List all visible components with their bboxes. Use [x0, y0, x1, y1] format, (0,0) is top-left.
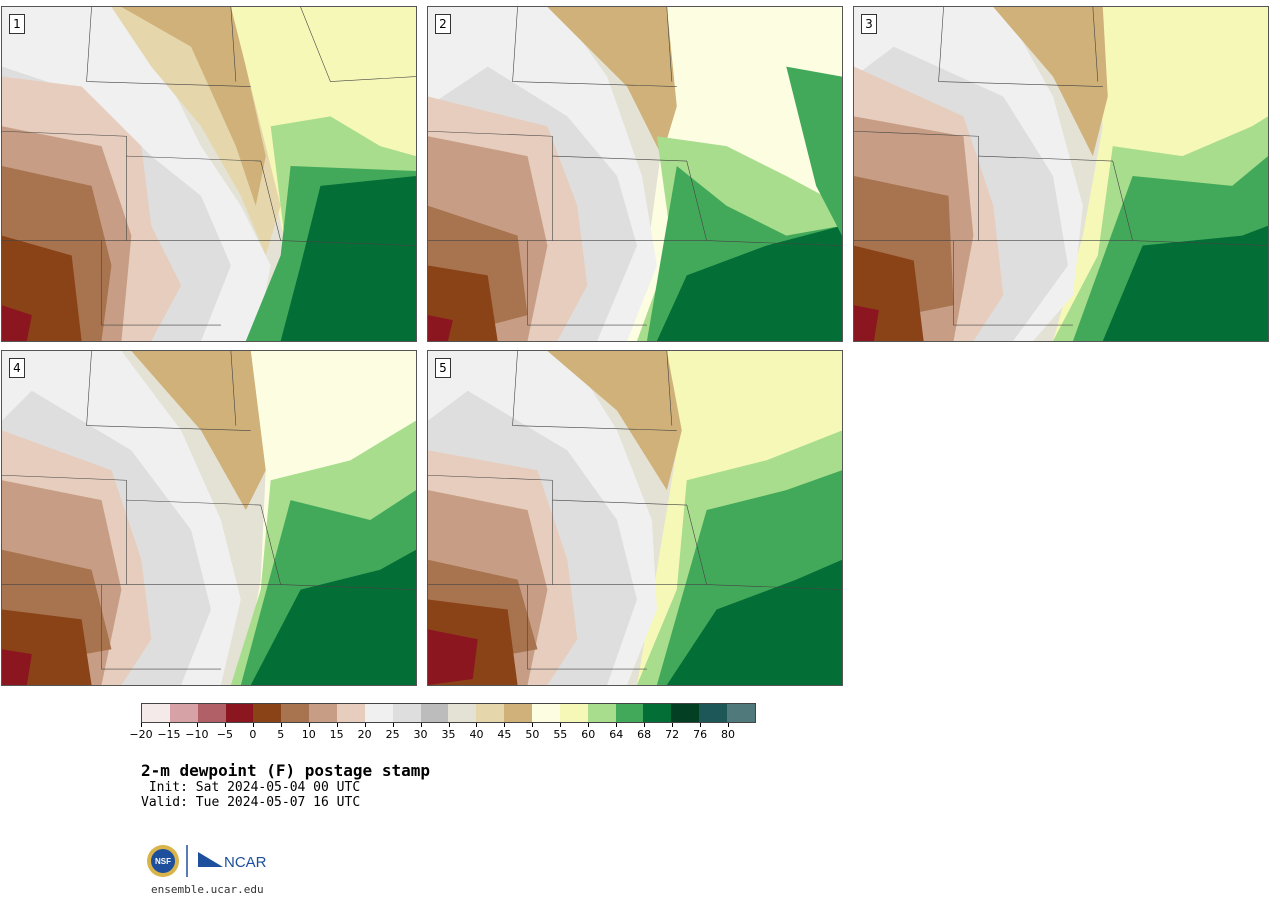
colorbar-tick-label: −20: [129, 728, 153, 741]
colorbar-tick: [420, 723, 422, 727]
colorbar-tick: [168, 723, 170, 727]
colorbar-swatch: [392, 704, 421, 722]
panel-number-label: 5: [435, 358, 451, 378]
colorbar-swatch: [253, 704, 282, 722]
ncar-mark-icon: [198, 852, 223, 867]
colorbar-tick-label: 50: [525, 728, 540, 741]
colorbar-tick-label: 35: [441, 728, 456, 741]
nsf-ncar-logo: NSF NCAR: [147, 845, 267, 877]
colorbar-swatch: [476, 704, 505, 722]
colorbar-tick-label: 45: [497, 728, 512, 741]
colorbar-tick: [728, 723, 730, 727]
dewpoint-colorbar: [141, 703, 756, 723]
colorbar-tick-label: 76: [693, 728, 708, 741]
colorbar-swatch: [225, 704, 254, 722]
colorbar-tick-label: 72: [665, 728, 680, 741]
colorbar-tick: [700, 723, 702, 727]
chart-title: 2-m dewpoint (F) postage stamp: [141, 761, 430, 780]
colorbar-tick: [308, 723, 310, 727]
colorbar-tick: [280, 723, 282, 727]
panel-number-label: 2: [435, 14, 451, 34]
colorbar-tick-label: 80: [721, 728, 736, 741]
colorbar-swatch: [420, 704, 449, 722]
colorbar-swatch: [281, 704, 310, 722]
colorbar-tick: [252, 723, 254, 727]
map-panel-1: 1: [1, 6, 417, 342]
colorbar-tick: [560, 723, 562, 727]
colorbar-tick: [504, 723, 506, 727]
colorbar-tick: [588, 723, 590, 727]
colorbar-swatch: [337, 704, 365, 722]
colorbar-swatch: [643, 704, 672, 722]
colorbar-swatch: [532, 704, 560, 722]
colorbar-swatch: [504, 704, 533, 722]
colorbar-swatch: [309, 704, 338, 722]
colorbar-tick-labels: −20 −15 −10 −5 0 5 10 15 20 25 30 35 40 45 50 55 60 64 68 7…: [129, 723, 756, 745]
dewpoint-map-5: [428, 351, 842, 685]
colorbar-swatch: [727, 704, 755, 722]
colorbar-swatch: [587, 704, 616, 722]
panel-number-label: 1: [9, 14, 25, 34]
colorbar-tick: [141, 723, 142, 727]
colorbar-swatch: [699, 704, 728, 722]
colorbar-swatch: [364, 704, 393, 722]
colorbar-swatch: [197, 704, 226, 722]
colorbar-tick: [196, 723, 198, 727]
colorbar-tick: [224, 723, 226, 727]
dewpoint-map-1: [2, 7, 416, 341]
colorbar-tick-label: −10: [185, 728, 209, 741]
colorbar-tick-label: 25: [385, 728, 400, 741]
colorbar-tick: [392, 723, 394, 727]
colorbar-tick: [336, 723, 338, 727]
colorbar-tick-label: 10: [301, 728, 316, 741]
colorbar-tick: [364, 723, 366, 727]
panel-number-label: 3: [861, 14, 877, 34]
map-panel-4: 4: [1, 350, 417, 686]
dewpoint-map-3: [854, 7, 1268, 341]
colorbar-tick-label: 55: [553, 728, 568, 741]
valid-time: Valid: Tue 2024-05-07 16 UTC: [141, 795, 361, 810]
colorbar-tick-label: −15: [157, 728, 181, 741]
colorbar-tick: [476, 723, 478, 727]
colorbar-tick-label: 0: [249, 728, 257, 741]
map-panel-2: 2: [427, 6, 843, 342]
colorbar-swatch: [615, 704, 644, 722]
colorbar-tick-label: 15: [329, 728, 344, 741]
dewpoint-map-2: [428, 7, 842, 341]
colorbar-tick: [672, 723, 674, 727]
colorbar-tick-label: 30: [413, 728, 428, 741]
colorbar-swatch: [559, 704, 588, 722]
colorbar-tick-label: 40: [469, 728, 484, 741]
nsf-logo-text: NSF: [155, 857, 171, 866]
colorbar-swatch: [671, 704, 700, 722]
colorbar-swatch: [448, 704, 477, 722]
colorbar-tick-label: 64: [609, 728, 624, 741]
ncar-logo-text: NCAR: [224, 854, 267, 871]
colorbar-tick-label: 20: [357, 728, 372, 741]
colorbar-tick: [448, 723, 450, 727]
colorbar-tick-label: 60: [581, 728, 596, 741]
panel-number-label: 4: [9, 358, 25, 378]
colorbar-tick: [532, 723, 534, 727]
colorbar-swatch: [142, 704, 170, 722]
colorbar-swatch: [169, 704, 198, 722]
ensemble-url: ensemble.ucar.edu: [151, 883, 264, 896]
colorbar-tick-label: −5: [216, 728, 233, 741]
colorbar-tick-label: 68: [637, 728, 652, 741]
init-time: Init: Sat 2024-05-04 00 UTC: [141, 780, 361, 795]
colorbar-tick-label: 5: [277, 728, 285, 741]
map-panel-3: 3: [853, 6, 1269, 342]
map-panel-5: 5: [427, 350, 843, 686]
colorbar-tick: [616, 723, 618, 727]
colorbar-tick: [644, 723, 646, 727]
dewpoint-map-4: [2, 351, 416, 685]
